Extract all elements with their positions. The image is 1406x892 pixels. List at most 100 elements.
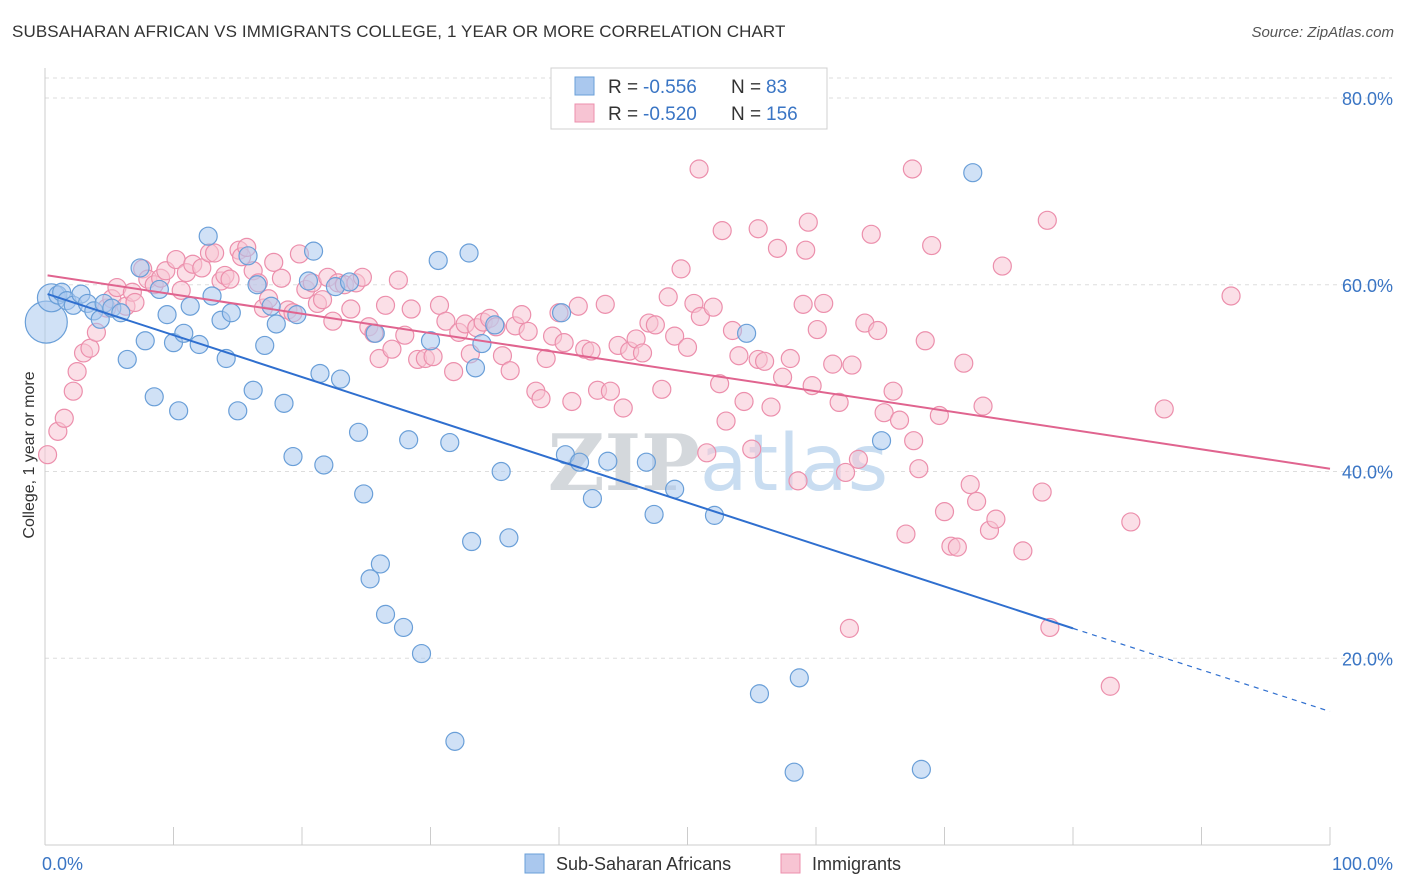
sub-saharan-legend-swatch bbox=[574, 76, 595, 96]
immigrants-point bbox=[562, 391, 582, 412]
sub-saharan-point bbox=[180, 296, 200, 316]
immigrants-point bbox=[690, 306, 710, 327]
immigrants-point bbox=[729, 346, 749, 366]
sub-saharan-point bbox=[255, 335, 275, 356]
sub-saharan-trend-extension bbox=[1072, 627, 1331, 713]
sub-saharan-point bbox=[314, 455, 334, 475]
immigrants-point bbox=[902, 159, 922, 179]
immigrants-point bbox=[947, 537, 967, 557]
immigrants-point bbox=[829, 392, 849, 413]
n-label: N = bbox=[731, 77, 761, 98]
immigrants-point bbox=[823, 354, 843, 374]
r-label: R = bbox=[608, 77, 638, 98]
sub-saharan-point bbox=[499, 528, 519, 548]
immigrants-point bbox=[772, 367, 793, 387]
x-tick-label-min: 0.0% bbox=[42, 854, 83, 874]
n-value: 156 bbox=[766, 104, 798, 125]
sub-saharan-point bbox=[354, 484, 374, 504]
y-axis-label: College, 1 year or more bbox=[21, 371, 38, 538]
sub-saharan-point bbox=[261, 296, 281, 316]
sub-saharan-point bbox=[243, 380, 263, 400]
sub-saharan-point bbox=[360, 569, 380, 589]
r-label: R = bbox=[608, 104, 638, 125]
immigrants-point bbox=[742, 439, 762, 459]
tick-labels: 20.0% 40.0% 60.0% 80.0% 0.0% 100.0% bbox=[42, 89, 1393, 874]
immigrants-point bbox=[1154, 399, 1174, 419]
immigrants-point bbox=[568, 296, 588, 316]
immigrants-point bbox=[697, 443, 717, 463]
immigrants-point bbox=[915, 331, 935, 351]
sub-saharan-point bbox=[428, 250, 448, 271]
immigrants-point bbox=[677, 337, 698, 357]
immigrants-point bbox=[518, 321, 538, 342]
immigrants-point bbox=[632, 343, 653, 363]
immigrants-point bbox=[842, 355, 862, 375]
sub-saharan-point bbox=[399, 430, 419, 450]
immigrants-point bbox=[986, 509, 1006, 529]
immigrants-point bbox=[807, 319, 827, 340]
immigrants-point bbox=[904, 431, 924, 451]
immigrants-point bbox=[492, 346, 513, 366]
y-tick-label: 40.0% bbox=[1342, 463, 1393, 483]
r-value: -0.556 bbox=[643, 77, 697, 98]
immigrants-point bbox=[536, 348, 556, 369]
immigrants-point bbox=[889, 410, 910, 430]
immigrants-point bbox=[1100, 676, 1120, 696]
sub-saharan-point bbox=[749, 684, 770, 704]
immigrants-point bbox=[382, 339, 402, 359]
sub-saharan-point bbox=[420, 331, 441, 351]
immigrants-point bbox=[896, 524, 916, 544]
immigrants-point bbox=[125, 292, 145, 313]
sub-saharan-point bbox=[445, 731, 465, 751]
immigrants-trend-line bbox=[47, 274, 1331, 470]
stats-legend-box bbox=[550, 67, 828, 130]
immigrants-point bbox=[554, 333, 574, 353]
immigrants-point bbox=[922, 235, 942, 256]
immigrants-point bbox=[960, 474, 980, 495]
immigrants-point bbox=[369, 348, 389, 369]
immigrants-point bbox=[788, 471, 808, 491]
immigrants-point bbox=[436, 311, 456, 331]
immigrants-point bbox=[658, 287, 678, 307]
immigrants-point bbox=[793, 294, 813, 314]
sub-saharan-point bbox=[784, 762, 804, 782]
immigrants-point bbox=[909, 459, 929, 479]
immigrants-point bbox=[613, 398, 633, 418]
y-tick-label: 80.0% bbox=[1342, 89, 1393, 109]
sub-saharan-point bbox=[491, 461, 511, 482]
immigrants-point bbox=[388, 270, 408, 290]
source-label: Source: ZipAtlas.com bbox=[1251, 24, 1394, 41]
sub-saharan-point bbox=[737, 323, 757, 343]
sub-saharan-point bbox=[963, 163, 983, 183]
immigrants-point bbox=[375, 295, 396, 315]
sub-saharan-point bbox=[298, 271, 319, 291]
immigrants-point bbox=[444, 361, 464, 382]
immigrants-point bbox=[220, 269, 240, 289]
immigrants-point bbox=[37, 445, 58, 465]
immigrants-point bbox=[63, 381, 83, 401]
immigrants-point bbox=[192, 258, 212, 278]
sub-saharan-point bbox=[365, 323, 385, 343]
sub-saharan-point bbox=[144, 387, 164, 407]
sub-saharan-point bbox=[303, 241, 324, 261]
immigrants-legend-label: Immigrants bbox=[812, 854, 901, 874]
immigrants-point bbox=[861, 224, 881, 244]
immigrants-point bbox=[835, 462, 856, 483]
immigrants-point bbox=[595, 294, 615, 314]
stats-legend: R = -0.556 N = 83 R = -0.520 N = 156 bbox=[550, 67, 828, 130]
immigrants-point bbox=[839, 618, 860, 638]
sub-saharan-point bbox=[459, 243, 479, 263]
y-tick-label: 60.0% bbox=[1342, 276, 1393, 296]
immigrants-point bbox=[1013, 541, 1033, 561]
immigrants-point bbox=[600, 381, 621, 401]
immigrants-point bbox=[1032, 482, 1052, 502]
immigrants-point bbox=[848, 449, 869, 469]
sub-saharan-point bbox=[274, 393, 294, 413]
chart-title: SUBSAHARAN AFRICAN VS IMMIGRANTS COLLEGE… bbox=[12, 22, 786, 41]
sub-saharan-point bbox=[462, 531, 482, 552]
sub-saharan-point bbox=[247, 275, 267, 295]
n-value: 83 bbox=[766, 77, 787, 98]
sub-saharan-point bbox=[149, 279, 169, 300]
immigrants-point bbox=[796, 240, 816, 260]
